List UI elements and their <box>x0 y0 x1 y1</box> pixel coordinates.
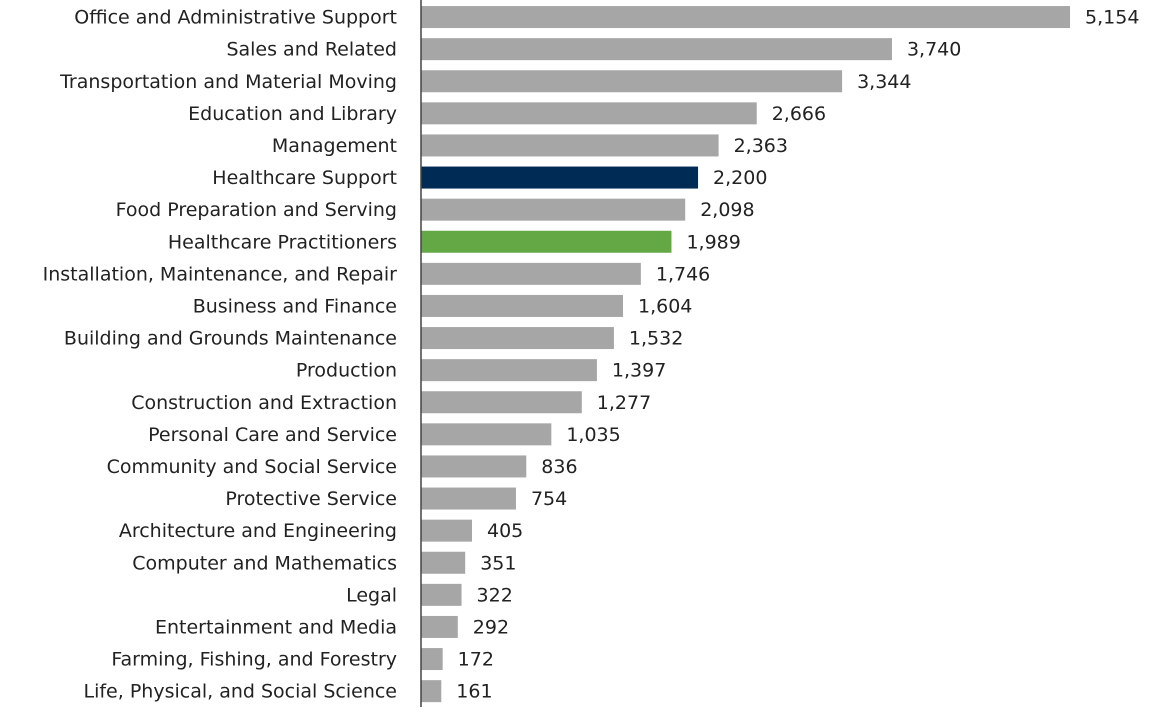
data-label: 836 <box>541 456 577 478</box>
data-label: 1,989 <box>686 231 740 253</box>
y-tick-label: Sales and Related <box>226 39 397 61</box>
y-tick-label: Farming, Fishing, and Forestry <box>111 649 397 671</box>
bar <box>421 166 699 189</box>
y-tick-label: Food Preparation and Serving <box>116 199 397 221</box>
y-tick-label: Community and Social Service <box>107 456 397 478</box>
data-label: 3,740 <box>907 39 961 61</box>
bar <box>421 615 458 638</box>
y-tick-label: Transportation and Material Moving <box>59 71 397 93</box>
data-label: 2,200 <box>713 167 767 189</box>
data-label: 1,035 <box>566 424 620 446</box>
data-label: 2,363 <box>734 135 788 157</box>
data-label: 1,277 <box>597 392 651 414</box>
bar <box>421 359 597 382</box>
data-label: 322 <box>477 584 513 606</box>
bar <box>421 262 641 285</box>
bar <box>421 423 552 446</box>
bar <box>421 551 466 574</box>
bar <box>421 198 686 221</box>
data-label: 2,666 <box>772 103 826 125</box>
data-label: 1,746 <box>656 263 710 285</box>
data-label: 1,397 <box>612 360 666 382</box>
bar <box>421 102 757 125</box>
y-tick-label: Personal Care and Service <box>148 424 397 446</box>
y-tick-label: Computer and Mathematics <box>132 552 397 574</box>
y-tick-label: Construction and Extraction <box>131 392 397 414</box>
bar <box>421 487 516 510</box>
data-label: 1,604 <box>638 295 692 317</box>
bar <box>421 6 1071 29</box>
bar <box>421 294 623 317</box>
y-tick-label: Production <box>296 360 397 382</box>
bar <box>421 38 892 61</box>
bar <box>421 391 582 414</box>
bar <box>421 230 672 253</box>
y-tick-label: Entertainment and Media <box>155 616 397 638</box>
data-label: 172 <box>458 649 494 671</box>
data-label: 161 <box>456 681 492 703</box>
data-label: 2,098 <box>700 199 754 221</box>
bar <box>421 680 442 703</box>
y-tick-label: Protective Service <box>225 488 397 510</box>
y-tick-label: Healthcare Practitioners <box>168 231 397 253</box>
y-tick-label: Architecture and Engineering <box>119 520 397 542</box>
y-tick-label: Life, Physical, and Social Science <box>84 681 398 703</box>
bar <box>421 519 473 542</box>
data-label: 1,532 <box>629 328 683 350</box>
bar <box>421 327 614 350</box>
bar <box>421 70 843 93</box>
data-label: 405 <box>487 520 523 542</box>
bar <box>421 648 443 671</box>
bar <box>421 455 527 478</box>
y-tick-label: Office and Administrative Support <box>74 7 397 29</box>
y-tick-label: Building and Grounds Maintenance <box>64 328 397 350</box>
data-label: 754 <box>531 488 567 510</box>
data-label: 5,154 <box>1085 7 1139 29</box>
bar <box>421 134 719 157</box>
y-tick-label: Management <box>272 135 397 157</box>
y-tick-label: Installation, Maintenance, and Repair <box>43 263 398 285</box>
data-label: 292 <box>473 616 509 638</box>
data-label: 3,344 <box>857 71 911 93</box>
data-label: 351 <box>480 552 516 574</box>
y-tick-label: Legal <box>346 584 397 606</box>
y-tick-label: Healthcare Support <box>212 167 397 189</box>
y-tick-label: Business and Finance <box>193 295 397 317</box>
bar <box>421 583 462 606</box>
y-tick-label: Education and Library <box>188 103 397 125</box>
